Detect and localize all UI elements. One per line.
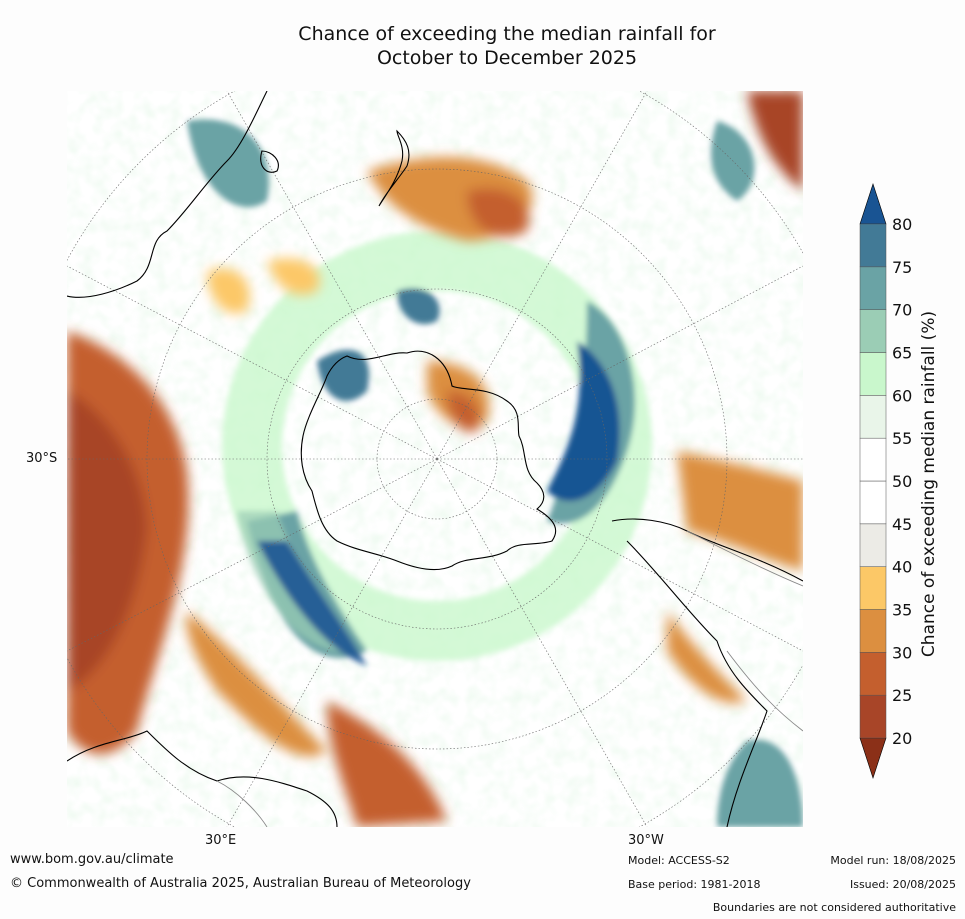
colorbar-segment	[859, 352, 887, 396]
colorbar-ticks: 20 25 30 35 40 45 50 55 60 65 70 75 80	[892, 215, 912, 748]
colorbar-tick-label: 20	[892, 729, 912, 748]
colorbar-segment	[859, 652, 887, 696]
colorbar-segments	[859, 183, 887, 779]
colorbar-tick-label: 80	[892, 215, 912, 234]
new-zealand-coastline	[378, 129, 410, 207]
country-borders	[216, 530, 803, 827]
copyright-text: © Commonwealth of Australia 2025, Austra…	[10, 876, 471, 891]
colorbar-extend-high	[859, 183, 887, 225]
dry-regions	[67, 91, 803, 827]
website-link[interactable]: www.bom.gov.au/climate	[10, 852, 174, 867]
colorbar-tick-label: 55	[892, 429, 912, 448]
colorbar-title: Chance of exceeding median rainfall (%)	[919, 310, 939, 658]
colorbar-segment	[859, 566, 887, 610]
tasmania-coastline	[260, 150, 279, 173]
south-america-east-coastline	[626, 540, 768, 827]
australia-coastline	[67, 91, 268, 298]
colorbar-segment	[859, 309, 887, 353]
issued-date: Issued: 20/08/2025	[849, 878, 956, 891]
colorbar-tick-label: 70	[892, 301, 912, 320]
model-name: Model: ACCESS-S2	[628, 854, 730, 867]
colorbar-segment	[859, 223, 887, 268]
colorbar-segment	[859, 523, 887, 567]
chart-title: Chance of exceeding the median rainfall …	[190, 22, 824, 70]
model-run-date: Model run: 18/08/2025	[830, 854, 956, 867]
rainfall-map	[67, 91, 803, 827]
lon-label-30w: 30°W	[628, 833, 664, 848]
colorbar: 20 25 30 35 40 45 50 55 60 65 70 75 80	[859, 183, 912, 779]
colorbar-segment	[859, 480, 887, 525]
map-canvas	[67, 91, 803, 827]
colorbar-tick-label: 65	[892, 344, 912, 363]
colorbar-extend-low	[859, 737, 887, 779]
title-line-2: October to December 2025	[376, 47, 638, 69]
antarctica-coastline	[300, 350, 557, 571]
graticule	[67, 91, 803, 827]
colorbar-tick-label: 25	[892, 686, 912, 705]
wet-ring	[187, 119, 803, 827]
colorbar-tick-label: 40	[892, 558, 912, 577]
lon-label-30e: 30°E	[205, 833, 237, 848]
colorbar-segment	[859, 437, 887, 482]
africa-coastline	[67, 730, 338, 827]
colorbar-segment	[859, 395, 887, 439]
colorbar-tick-label: 45	[892, 515, 912, 534]
colorbar-tick-label: 35	[892, 601, 912, 620]
colorbar-segment	[859, 609, 887, 653]
colorbar-segment	[859, 694, 887, 739]
colorbar-tick-label: 50	[892, 472, 912, 491]
colorbar-segment	[859, 266, 887, 310]
title-line-1: Chance of exceeding the median rainfall …	[298, 23, 716, 45]
boundaries-disclaimer: Boundaries are not considered authoritat…	[712, 901, 956, 914]
base-period: Base period: 1981-2018	[628, 878, 761, 891]
colorbar-tick-label: 30	[892, 643, 912, 662]
colorbar-tick-label: 60	[892, 386, 912, 405]
lat-label-30s: 30°S	[26, 451, 58, 466]
colorbar-tick-label: 75	[892, 258, 912, 277]
